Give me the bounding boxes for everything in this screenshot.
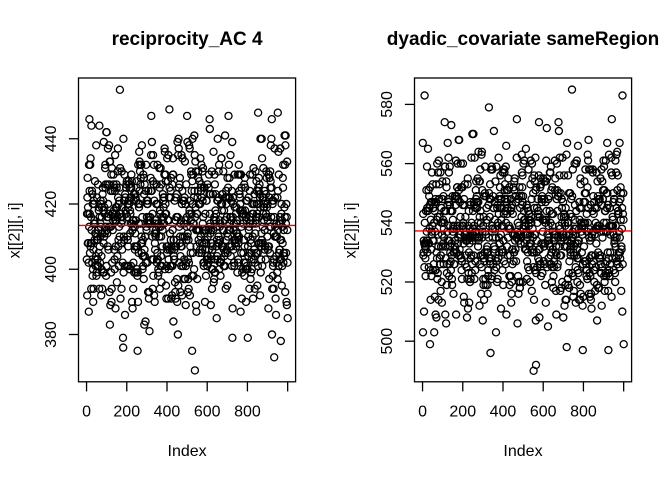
svg-text:420: 420 [43, 191, 60, 218]
svg-text:440: 440 [43, 125, 60, 152]
svg-text:0: 0 [82, 403, 91, 420]
svg-text:200: 200 [113, 403, 140, 420]
svg-text:Index: Index [503, 443, 542, 460]
svg-text:560: 560 [379, 150, 396, 177]
svg-text:800: 800 [570, 403, 597, 420]
svg-text:380: 380 [43, 321, 60, 348]
svg-text:0: 0 [418, 403, 427, 420]
svg-text:200: 200 [449, 403, 476, 420]
svg-text:600: 600 [194, 403, 221, 420]
svg-text:400: 400 [490, 403, 517, 420]
svg-text:dyadic_covariate sameRegion: dyadic_covariate sameRegion [387, 29, 659, 50]
svg-text:600: 600 [530, 403, 557, 420]
svg-text:800: 800 [234, 403, 261, 420]
svg-text:reciprocity_AC 4: reciprocity_AC 4 [112, 29, 263, 50]
svg-text:x[[2]][, i]: x[[2]][, i] [343, 202, 360, 258]
svg-text:540: 540 [379, 209, 396, 236]
svg-text:400: 400 [43, 256, 60, 283]
svg-text:Index: Index [168, 443, 207, 460]
svg-text:x[[2]][, i]: x[[2]][, i] [7, 202, 24, 258]
svg-text:580: 580 [379, 91, 396, 118]
svg-text:400: 400 [154, 403, 181, 420]
svg-text:500: 500 [379, 328, 396, 355]
svg-text:520: 520 [379, 269, 396, 296]
